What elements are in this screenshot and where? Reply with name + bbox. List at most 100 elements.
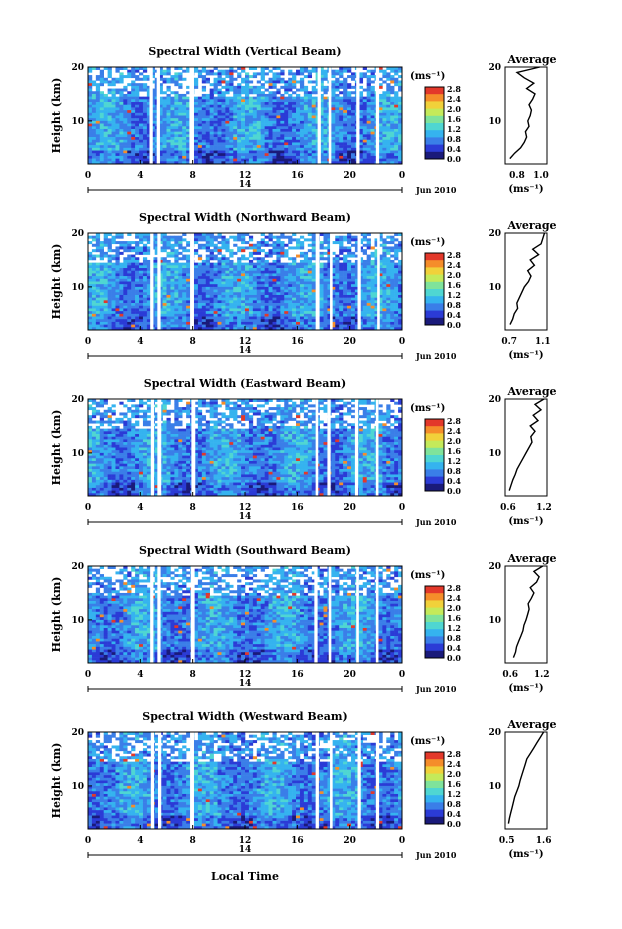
- heatmap-cell: [299, 139, 305, 143]
- heatmap-cell: [311, 115, 316, 119]
- heatmap-cell: [347, 104, 352, 108]
- heatmap-cell: [221, 72, 226, 76]
- heatmap-cell: [339, 102, 344, 106]
- heatmap-cell: [162, 286, 167, 290]
- heatmap-cell: [311, 155, 316, 159]
- heatmap-cell: [358, 150, 364, 154]
- heatmap-cell: [170, 270, 175, 274]
- average-y-tick: 20: [488, 63, 501, 73]
- heatmap-cell: [370, 93, 375, 97]
- heatmap-cell: [127, 243, 132, 247]
- heatmap-cell: [343, 150, 348, 154]
- heatmap-cell: [303, 257, 309, 261]
- heatmap-cell: [256, 281, 261, 285]
- heatmap-cell: [292, 158, 297, 162]
- heatmap-cell: [331, 153, 336, 157]
- heatmap-cell: [99, 147, 104, 151]
- heatmap-cell: [390, 273, 395, 277]
- heatmap-cell: [260, 273, 265, 277]
- heatmap-cell: [339, 316, 344, 320]
- heatmap-cell: [209, 284, 214, 288]
- heatmap-cell: [358, 305, 364, 309]
- heatmap-cell: [350, 137, 356, 141]
- heatmap-cell: [276, 262, 281, 266]
- heatmap-cell: [154, 233, 159, 236]
- heatmap-cell: [170, 110, 175, 114]
- heatmap-cell: [280, 85, 285, 89]
- heatmap-cell: [205, 286, 210, 290]
- heatmap-cell: [323, 297, 328, 301]
- heatmap-cell: [276, 254, 281, 258]
- heatmap-cell: [237, 273, 242, 277]
- heatmap-cell: [139, 131, 144, 135]
- heatmap-cell: [158, 155, 163, 159]
- heatmap-cell: [123, 303, 128, 307]
- heatmap-cell: [123, 305, 128, 309]
- heatmap-cell: [248, 259, 254, 263]
- heatmap-cell: [103, 305, 108, 309]
- heatmap-cell: [158, 273, 163, 277]
- heatmap-cell: [221, 246, 226, 250]
- heatmap-cell: [123, 249, 128, 253]
- heatmap-cell: [303, 238, 309, 242]
- heatmap-cell: [366, 265, 371, 269]
- heatmap-cell: [193, 292, 199, 296]
- heatmap-cell: [162, 257, 167, 261]
- heatmap-cell: [331, 128, 336, 132]
- heatmap-cell: [229, 67, 234, 70]
- heatmap-cell: [280, 249, 285, 253]
- heatmap-cell: [119, 289, 124, 293]
- heatmap-cell: [296, 281, 301, 285]
- heatmap-cell: [162, 311, 167, 315]
- heatmap-cell: [323, 150, 328, 154]
- heatmap-cell: [197, 120, 203, 124]
- heatmap-cell: [370, 308, 375, 312]
- heatmap-cell: [331, 85, 336, 89]
- heatmap-cell: [331, 268, 336, 272]
- heatmap-cell: [362, 67, 367, 70]
- heatmap-cell: [241, 294, 246, 298]
- heatmap-cell: [366, 91, 371, 95]
- heatmap-cell: [343, 93, 348, 97]
- colorbar-frame: [424, 86, 445, 160]
- heatmap-cell: [91, 321, 97, 325]
- heatmap-cell: [319, 319, 324, 323]
- heatmap-cell: [347, 107, 352, 111]
- heatmap-cell: [135, 273, 140, 277]
- heatmap-cell: [186, 142, 191, 146]
- heatmap-cell: [213, 85, 218, 89]
- heatmap-cell: [252, 150, 258, 154]
- heatmap-cell: [119, 110, 124, 114]
- heatmap-cell: [146, 259, 152, 263]
- heatmap-cell: [245, 273, 250, 277]
- heatmap-cell: [299, 308, 305, 312]
- heatmap-cell: [343, 262, 348, 266]
- heatmap-cell: [193, 69, 199, 73]
- heatmap-cell: [311, 134, 316, 138]
- heatmap-cell: [350, 235, 356, 239]
- heatmap-cell: [327, 319, 332, 323]
- heatmap-cell: [370, 284, 375, 288]
- average-xlabel: (ms⁻¹): [508, 184, 543, 195]
- heatmap-cell: [386, 235, 391, 239]
- heatmap-cell: [280, 262, 285, 266]
- heatmap-cell: [205, 316, 210, 320]
- heatmap-cell: [135, 161, 140, 165]
- heatmap-cell: [390, 286, 395, 290]
- heatmap-cell: [354, 238, 360, 242]
- heatmap-cell: [182, 305, 187, 309]
- heatmap-cell: [103, 316, 108, 320]
- heatmap-cell: [327, 246, 332, 250]
- heatmap-cell: [201, 123, 207, 127]
- heatmap-cell: [288, 80, 293, 84]
- heatmap-cell: [276, 126, 281, 130]
- heatmap-cell: [233, 289, 238, 293]
- heatmap-cell: [197, 115, 203, 119]
- heatmap-cell: [241, 249, 246, 253]
- heatmap-cell: [264, 316, 269, 320]
- heatmap-cell: [225, 153, 230, 157]
- heatmap-cell: [217, 91, 222, 95]
- heatmap-cell: [213, 83, 218, 87]
- heatmap-cell: [193, 102, 199, 106]
- heatmap-cell: [115, 273, 120, 277]
